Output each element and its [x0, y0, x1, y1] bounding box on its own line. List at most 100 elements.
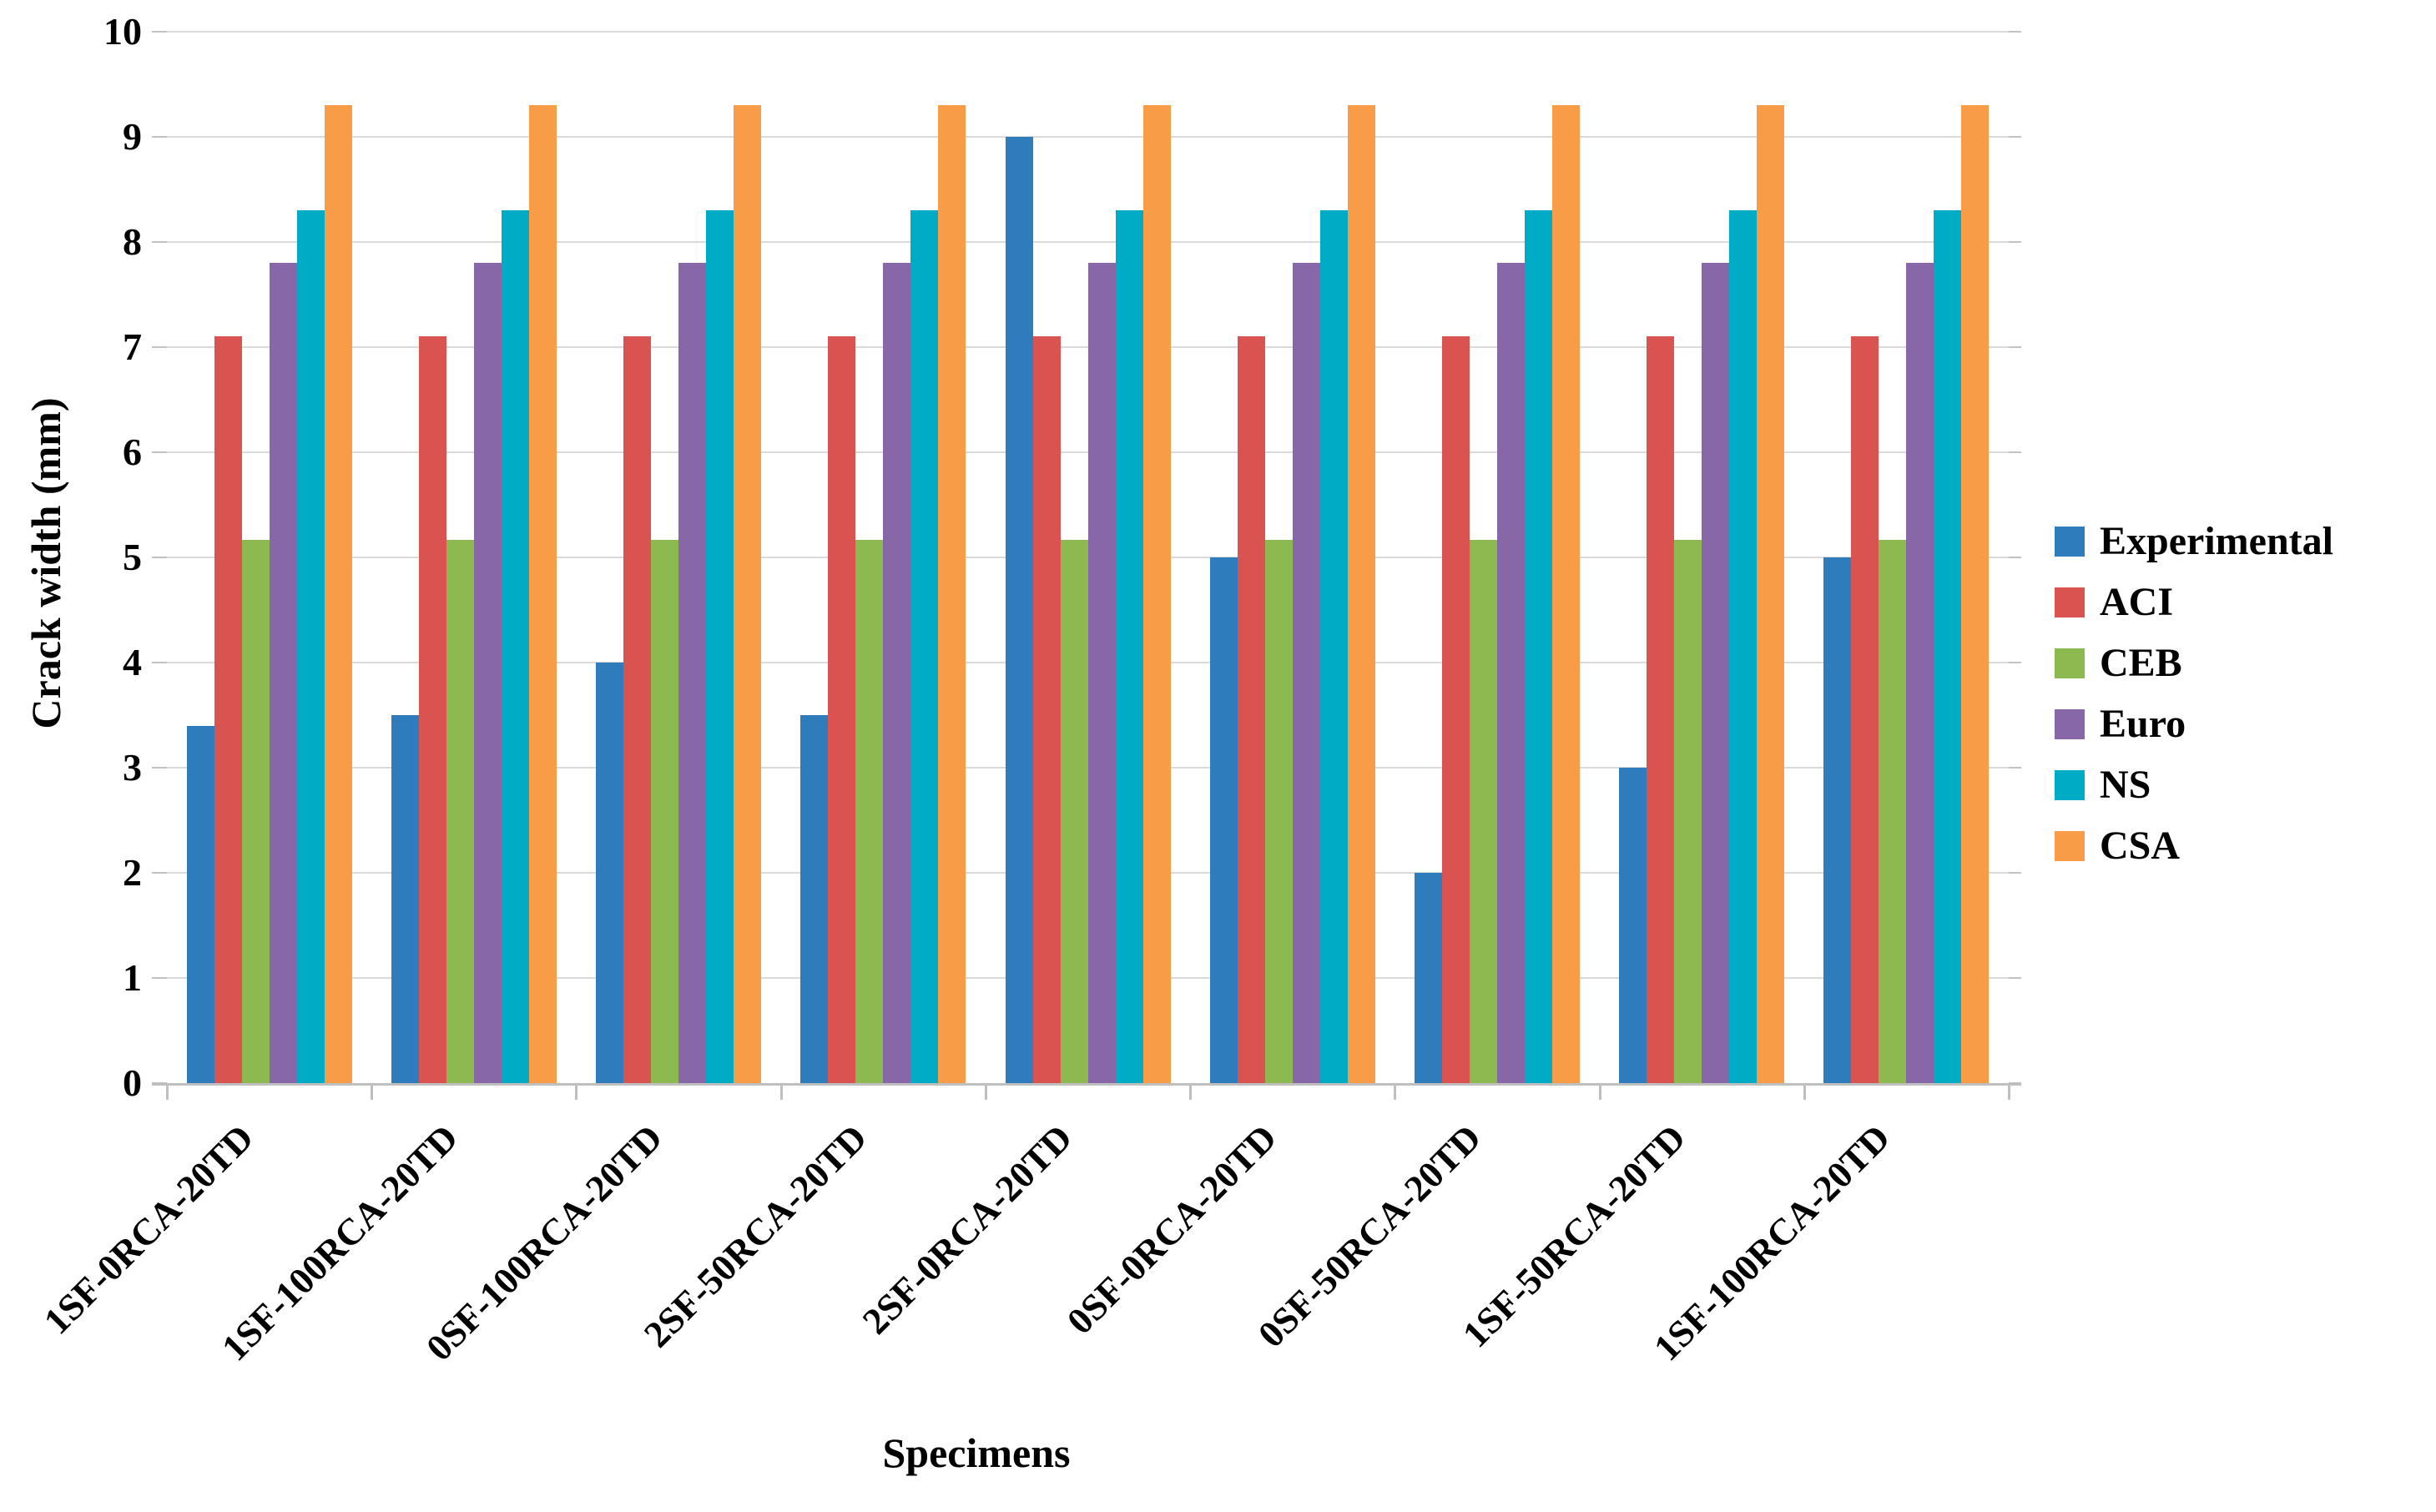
- y-axis-tick: [152, 346, 167, 348]
- gridline: [167, 451, 2009, 453]
- y-axis-tick: [152, 451, 167, 453]
- bar-Experimental-0SF-50RCA-20TD: [1415, 873, 1442, 1083]
- bar-Euro-1SF-100RCA-20TD: [1906, 263, 1934, 1083]
- gridline: [167, 346, 2009, 348]
- bar-NS-1SF-50RCA-20TD: [1729, 210, 1757, 1083]
- y-tick-label: 6: [123, 431, 142, 473]
- legend-item-Experimental: Experimental: [2055, 511, 2333, 572]
- bar-Experimental-1SF-100RCA-20TD: [1823, 557, 1851, 1083]
- bar-ACI-2SF-0RCA-20TD: [1033, 336, 1061, 1083]
- y-axis-tick: [152, 241, 167, 243]
- bar-CSA-1SF-50RCA-20TD: [1757, 105, 1784, 1083]
- bar-CEB-1SF-100RCA-20TD: [446, 540, 474, 1083]
- y-axis-tick-right: [2009, 872, 2021, 874]
- bar-NS-0SF-100RCA-20TD: [706, 210, 734, 1083]
- y-tick-label: 7: [123, 325, 142, 368]
- legend: Experimental ACI CEB Euro NS CSA: [2055, 511, 2333, 876]
- bar-CEB-1SF-100RCA-20TD: [1879, 540, 1906, 1083]
- x-axis-tick: [1803, 1083, 1806, 1100]
- y-axis-tick: [152, 136, 167, 138]
- y-tick-label: 8: [123, 220, 142, 263]
- bar-Experimental-1SF-0RCA-20TD: [187, 726, 214, 1083]
- bar-Euro-1SF-100RCA-20TD: [474, 263, 502, 1083]
- legend-item-Euro: Euro: [2055, 693, 2333, 754]
- bar-CEB-1SF-0RCA-20TD: [242, 540, 270, 1083]
- y-axis-tick: [152, 662, 167, 663]
- bar-CEB-0SF-100RCA-20TD: [651, 540, 678, 1083]
- bar-Euro-0SF-0RCA-20TD: [1293, 263, 1320, 1083]
- x-axis-tick: [1394, 1083, 1397, 1100]
- bar-Experimental-1SF-50RCA-20TD: [1619, 768, 1647, 1083]
- x-axis-tick: [1189, 1083, 1193, 1100]
- y-axis-tick-right: [2009, 346, 2021, 348]
- legend-item-CEB: CEB: [2055, 633, 2333, 693]
- x-axis-line: [152, 1083, 2021, 1086]
- bar-Experimental-2SF-0RCA-20TD: [1006, 137, 1033, 1083]
- y-axis-tick: [152, 767, 167, 769]
- x-axis-tick: [984, 1083, 987, 1100]
- x-axis-tick: [779, 1083, 783, 1100]
- bar-NS-0SF-50RCA-20TD: [1525, 210, 1552, 1083]
- y-tick-label: 2: [123, 851, 142, 894]
- bar-NS-1SF-100RCA-20TD: [1934, 210, 1961, 1083]
- bar-ACI-1SF-100RCA-20TD: [419, 336, 446, 1083]
- gridline: [167, 31, 2009, 33]
- bar-Experimental-1SF-100RCA-20TD: [391, 715, 419, 1083]
- bar-Euro-0SF-100RCA-20TD: [678, 263, 706, 1083]
- y-tick-label: 3: [123, 746, 142, 789]
- x-axis-tick: [371, 1083, 374, 1100]
- bar-CSA-1SF-100RCA-20TD: [1961, 105, 1989, 1083]
- y-tick-label: 5: [123, 536, 142, 578]
- legend-swatch-icon: [2055, 830, 2085, 861]
- bar-CSA-1SF-100RCA-20TD: [529, 105, 557, 1083]
- legend-swatch-icon: [2055, 769, 2085, 800]
- y-tick-label: 1: [123, 956, 142, 999]
- x-axis-tick: [166, 1083, 169, 1100]
- bar-Euro-2SF-0RCA-20TD: [1088, 263, 1116, 1083]
- bar-Euro-1SF-0RCA-20TD: [270, 263, 297, 1083]
- legend-item-CSA: CSA: [2055, 815, 2333, 876]
- bar-CSA-2SF-50RCA-20TD: [938, 105, 966, 1083]
- y-axis-tick-right: [2009, 241, 2021, 243]
- gridline: [167, 136, 2009, 138]
- x-axis-tick: [575, 1083, 578, 1100]
- legend-swatch-icon: [2055, 526, 2085, 557]
- bar-Experimental-0SF-100RCA-20TD: [596, 663, 623, 1083]
- y-axis-tick-right: [2009, 451, 2021, 453]
- y-tick-label: 0: [123, 1061, 142, 1104]
- x-axis-title: Specimens: [882, 1429, 1071, 1476]
- legend-label: Euro: [2100, 701, 2186, 746]
- bar-NS-2SF-0RCA-20TD: [1116, 210, 1143, 1083]
- y-axis-tick-right: [2009, 136, 2021, 138]
- y-axis-tick-right: [2009, 977, 2021, 979]
- legend-label: ACI: [2100, 579, 2174, 624]
- bar-Experimental-0SF-0RCA-20TD: [1210, 557, 1238, 1083]
- bar-ACI-1SF-50RCA-20TD: [1647, 336, 1674, 1083]
- bar-NS-1SF-0RCA-20TD: [297, 210, 325, 1083]
- bar-ACI-2SF-50RCA-20TD: [828, 336, 855, 1083]
- gridline: [167, 241, 2009, 243]
- legend-label: CSA: [2100, 823, 2181, 868]
- y-axis-tick-right: [2009, 557, 2021, 558]
- bar-ACI-1SF-0RCA-20TD: [214, 336, 242, 1083]
- x-axis-tick: [1598, 1083, 1601, 1100]
- y-axis-tick: [152, 977, 167, 979]
- bar-CSA-0SF-50RCA-20TD: [1552, 105, 1580, 1083]
- y-axis-tick: [152, 872, 167, 874]
- y-axis-tick-right: [2009, 31, 2021, 33]
- y-axis-tick: [152, 31, 167, 33]
- y-axis-title: Crack width (mm): [23, 397, 69, 729]
- bar-CSA-1SF-0RCA-20TD: [325, 105, 352, 1083]
- bar-Euro-0SF-50RCA-20TD: [1497, 263, 1525, 1083]
- legend-label: CEB: [2100, 640, 2182, 685]
- y-axis-tick: [152, 557, 167, 558]
- bar-CSA-0SF-0RCA-20TD: [1348, 105, 1375, 1083]
- y-axis-tick-right: [2009, 662, 2021, 663]
- bar-CSA-0SF-100RCA-20TD: [734, 105, 761, 1083]
- legend-item-NS: NS: [2055, 754, 2333, 815]
- y-axis-tick-right: [2009, 767, 2021, 769]
- legend-swatch-icon: [2055, 587, 2085, 617]
- bar-NS-0SF-0RCA-20TD: [1320, 210, 1348, 1083]
- bar-NS-2SF-50RCA-20TD: [910, 210, 938, 1083]
